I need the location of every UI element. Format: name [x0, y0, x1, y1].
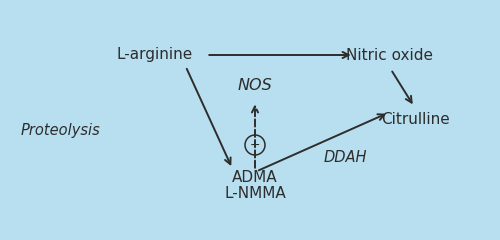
Text: NOS: NOS [238, 78, 272, 92]
Text: −: − [250, 138, 260, 151]
Text: Proteolysis: Proteolysis [20, 122, 100, 138]
Text: L-NMMA: L-NMMA [224, 186, 286, 200]
Text: Nitric oxide: Nitric oxide [346, 48, 434, 62]
Text: Citrulline: Citrulline [380, 113, 450, 127]
Text: L-arginine: L-arginine [117, 48, 193, 62]
Text: ADMA: ADMA [232, 169, 278, 185]
Text: DDAH: DDAH [323, 150, 367, 166]
